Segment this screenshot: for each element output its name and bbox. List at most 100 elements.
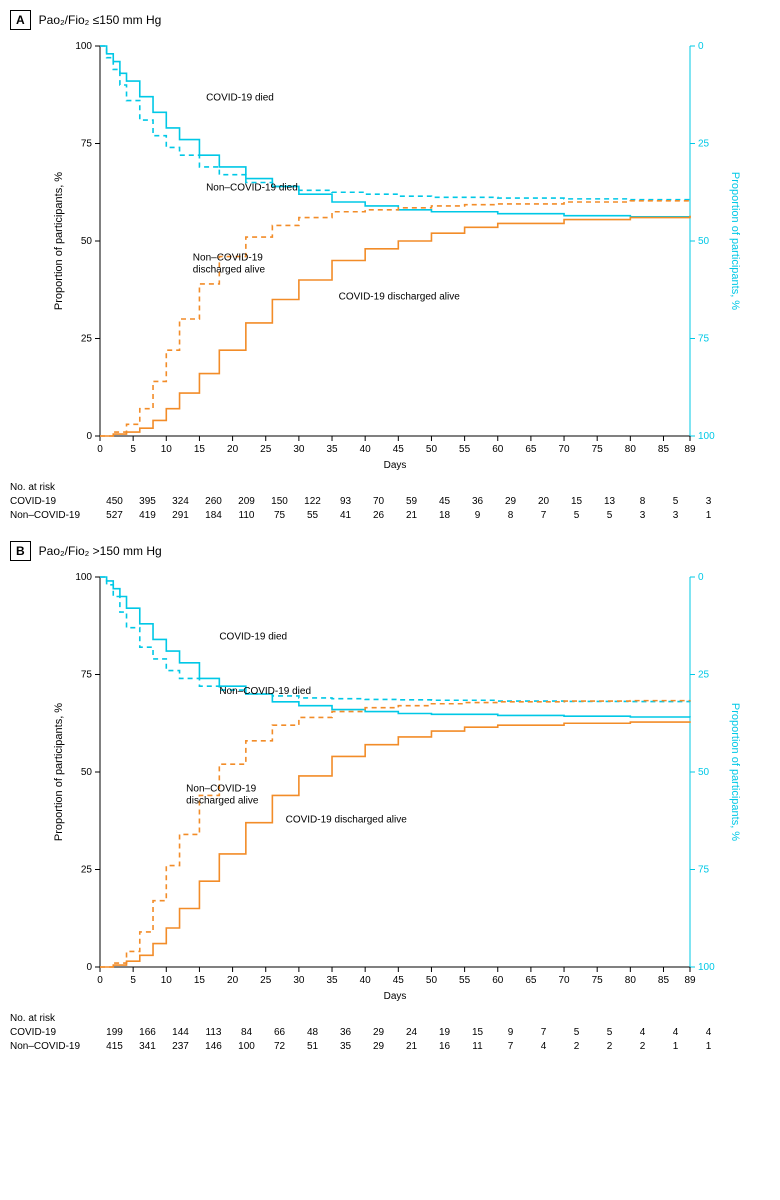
risk-cell: 324 <box>164 495 197 509</box>
svg-text:Proportion of participants, %: Proportion of participants, % <box>53 703 65 841</box>
risk-cell: 26 <box>362 509 395 523</box>
svg-text:30: 30 <box>293 444 305 455</box>
svg-text:25: 25 <box>81 865 93 876</box>
svg-text:60: 60 <box>492 975 504 986</box>
risk-cell: 45 <box>428 495 461 509</box>
risk-cell: 16 <box>428 1040 461 1054</box>
risk-cell: 209 <box>230 495 263 509</box>
risk-cell: 5 <box>560 1026 593 1040</box>
svg-text:5: 5 <box>130 975 136 986</box>
risk-cell: 260 <box>197 495 230 509</box>
risk-cell: 29 <box>494 495 527 509</box>
svg-text:75: 75 <box>698 334 710 345</box>
svg-text:Proportion of participants, %: Proportion of participants, % <box>729 703 741 841</box>
svg-text:0: 0 <box>97 975 103 986</box>
panel-a-header: A Pao₂/Fio₂ ≤150 mm Hg <box>10 10 770 30</box>
svg-text:50: 50 <box>81 767 93 778</box>
risk-cell: 419 <box>131 509 164 523</box>
risk-cell: 9 <box>494 1026 527 1040</box>
risk-cell: 4 <box>527 1040 560 1054</box>
svg-text:80: 80 <box>625 444 637 455</box>
svg-text:100: 100 <box>698 431 715 442</box>
svg-text:100: 100 <box>698 962 715 973</box>
risk-cell: 199 <box>98 1026 131 1040</box>
svg-text:75: 75 <box>698 865 710 876</box>
risk-cell: 24 <box>395 1026 428 1040</box>
risk-cell: 13 <box>593 495 626 509</box>
risk-cell: 237 <box>164 1040 197 1054</box>
risk-cell: 75 <box>263 509 296 523</box>
svg-text:10: 10 <box>161 444 173 455</box>
svg-text:60: 60 <box>492 444 504 455</box>
risk-cell: 70 <box>362 495 395 509</box>
risk-cell: 41 <box>329 509 362 523</box>
svg-text:100: 100 <box>75 41 92 52</box>
risk-row-label: COVID-19 <box>10 495 98 509</box>
risk-cell: 8 <box>494 509 527 523</box>
svg-text:Non–COVID-19discharged alive: Non–COVID-19discharged alive <box>193 253 266 276</box>
svg-text:Days: Days <box>384 991 407 1002</box>
risk-cell: 21 <box>395 1040 428 1054</box>
svg-text:25: 25 <box>698 139 710 150</box>
svg-text:85: 85 <box>658 444 670 455</box>
risk-cell: 48 <box>296 1026 329 1040</box>
risk-cell: 150 <box>263 495 296 509</box>
panel-b-title: Pao₂/Fio₂ >150 mm Hg <box>39 544 162 558</box>
svg-text:89: 89 <box>684 444 696 455</box>
svg-text:70: 70 <box>558 975 570 986</box>
svg-text:100: 100 <box>75 572 92 583</box>
svg-text:0: 0 <box>97 444 103 455</box>
risk-cell: 4 <box>659 1026 692 1040</box>
panel-a-title: Pao₂/Fio₂ ≤150 mm Hg <box>39 13 162 27</box>
panel-b-risk-table: No. at risk COVID-1919916614411384664836… <box>10 1013 770 1054</box>
svg-text:Proportion of participants, %: Proportion of participants, % <box>729 172 741 310</box>
svg-text:0: 0 <box>698 572 704 583</box>
risk-cell: 36 <box>461 495 494 509</box>
risk-row: Non–COVID-194153412371461007251352921161… <box>10 1040 770 1054</box>
svg-text:45: 45 <box>393 975 405 986</box>
risk-cell: 395 <box>131 495 164 509</box>
risk-cell: 55 <box>296 509 329 523</box>
svg-text:50: 50 <box>426 975 438 986</box>
svg-text:Days: Days <box>384 460 407 471</box>
svg-text:55: 55 <box>459 975 471 986</box>
risk-cell: 36 <box>329 1026 362 1040</box>
risk-cell: 29 <box>362 1026 395 1040</box>
svg-text:65: 65 <box>525 444 537 455</box>
svg-text:0: 0 <box>86 962 92 973</box>
svg-text:0: 0 <box>86 431 92 442</box>
panel-b-letter: B <box>10 541 31 561</box>
svg-text:COVID-19 discharged alive: COVID-19 discharged alive <box>339 292 461 303</box>
svg-text:25: 25 <box>260 975 272 986</box>
svg-text:5: 5 <box>130 444 136 455</box>
risk-cell: 291 <box>164 509 197 523</box>
risk-cell: 5 <box>560 509 593 523</box>
risk-cell: 3 <box>659 509 692 523</box>
risk-row-label: Non–COVID-19 <box>10 509 98 523</box>
risk-cell: 527 <box>98 509 131 523</box>
svg-text:25: 25 <box>698 670 710 681</box>
risk-cell: 4 <box>692 1026 725 1040</box>
svg-text:70: 70 <box>558 444 570 455</box>
risk-cell: 166 <box>131 1026 164 1040</box>
risk-cell: 51 <box>296 1040 329 1054</box>
svg-text:35: 35 <box>326 444 338 455</box>
svg-text:50: 50 <box>426 444 438 455</box>
risk-cell: 4 <box>626 1026 659 1040</box>
svg-text:80: 80 <box>625 975 637 986</box>
risk-cell: 29 <box>362 1040 395 1054</box>
svg-text:75: 75 <box>592 444 604 455</box>
risk-cell: 84 <box>230 1026 263 1040</box>
risk-cell: 2 <box>593 1040 626 1054</box>
svg-text:50: 50 <box>698 236 710 247</box>
svg-text:40: 40 <box>360 444 372 455</box>
risk-cell: 18 <box>428 509 461 523</box>
risk-cell: 93 <box>329 495 362 509</box>
risk-cell: 59 <box>395 495 428 509</box>
panel-a-risk-table: No. at risk COVID-1945039532426020915012… <box>10 482 770 523</box>
risk-cell: 7 <box>527 1026 560 1040</box>
svg-text:89: 89 <box>684 975 696 986</box>
risk-cell: 1 <box>692 509 725 523</box>
risk-header-a: No. at risk <box>10 482 770 493</box>
risk-cell: 100 <box>230 1040 263 1054</box>
